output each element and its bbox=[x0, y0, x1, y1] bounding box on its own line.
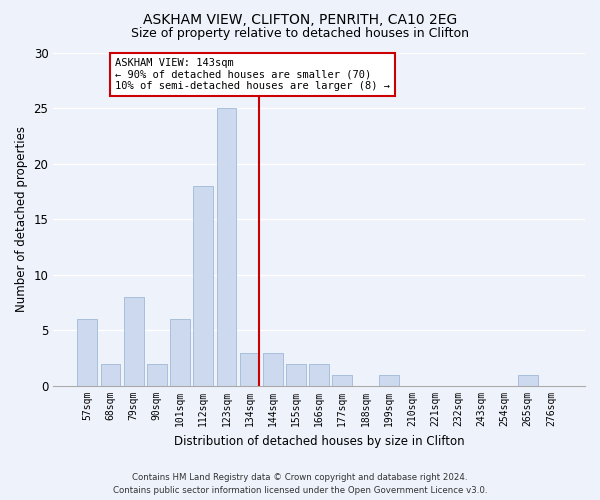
Bar bbox=[77, 320, 97, 386]
Text: ASKHAM VIEW: 143sqm
← 90% of detached houses are smaller (70)
10% of semi-detach: ASKHAM VIEW: 143sqm ← 90% of detached ho… bbox=[115, 58, 390, 92]
Bar bbox=[379, 375, 398, 386]
Bar bbox=[124, 297, 143, 386]
Bar bbox=[217, 108, 236, 386]
Bar bbox=[147, 364, 167, 386]
Bar bbox=[170, 320, 190, 386]
Bar bbox=[332, 375, 352, 386]
Bar bbox=[193, 186, 213, 386]
X-axis label: Distribution of detached houses by size in Clifton: Distribution of detached houses by size … bbox=[174, 434, 464, 448]
Bar bbox=[286, 364, 306, 386]
Bar bbox=[101, 364, 121, 386]
Bar bbox=[240, 352, 259, 386]
Y-axis label: Number of detached properties: Number of detached properties bbox=[15, 126, 28, 312]
Text: Contains HM Land Registry data © Crown copyright and database right 2024.
Contai: Contains HM Land Registry data © Crown c… bbox=[113, 474, 487, 495]
Text: ASKHAM VIEW, CLIFTON, PENRITH, CA10 2EG: ASKHAM VIEW, CLIFTON, PENRITH, CA10 2EG bbox=[143, 12, 457, 26]
Bar bbox=[518, 375, 538, 386]
Bar bbox=[309, 364, 329, 386]
Text: Size of property relative to detached houses in Clifton: Size of property relative to detached ho… bbox=[131, 28, 469, 40]
Bar bbox=[263, 352, 283, 386]
